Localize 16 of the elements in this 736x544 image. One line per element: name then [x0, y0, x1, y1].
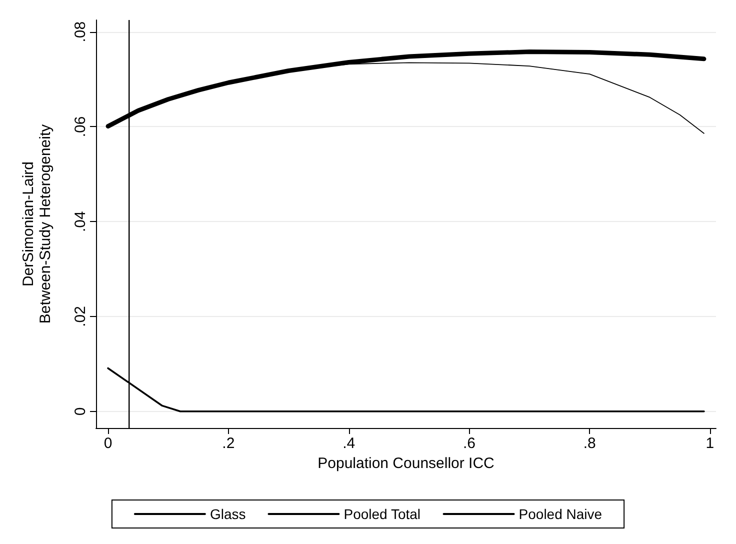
x-tick-label: 1	[706, 435, 714, 452]
x-tick-label: .4	[342, 435, 356, 452]
legend-label: Pooled Total	[344, 506, 421, 522]
y-tick-label: .08	[72, 21, 89, 42]
legend-label: Pooled Naive	[518, 506, 602, 522]
x-tick-label: .2	[222, 435, 235, 452]
x-tick-label: .8	[583, 435, 596, 452]
y-tick-label: .06	[72, 116, 89, 138]
y-tick-label: .02	[72, 306, 89, 327]
x-tick-label: .6	[462, 435, 476, 452]
legend-label: Glass	[210, 506, 246, 522]
y-tick-label: .04	[72, 211, 89, 232]
y-axis-title: DerSimonian-Laird Between-Study Heterogeneity	[20, 124, 54, 324]
x-axis-title: Population Counsellor ICC	[318, 454, 495, 472]
x-tick-label: 0	[104, 435, 112, 452]
y-tick-label: 0	[72, 407, 89, 416]
